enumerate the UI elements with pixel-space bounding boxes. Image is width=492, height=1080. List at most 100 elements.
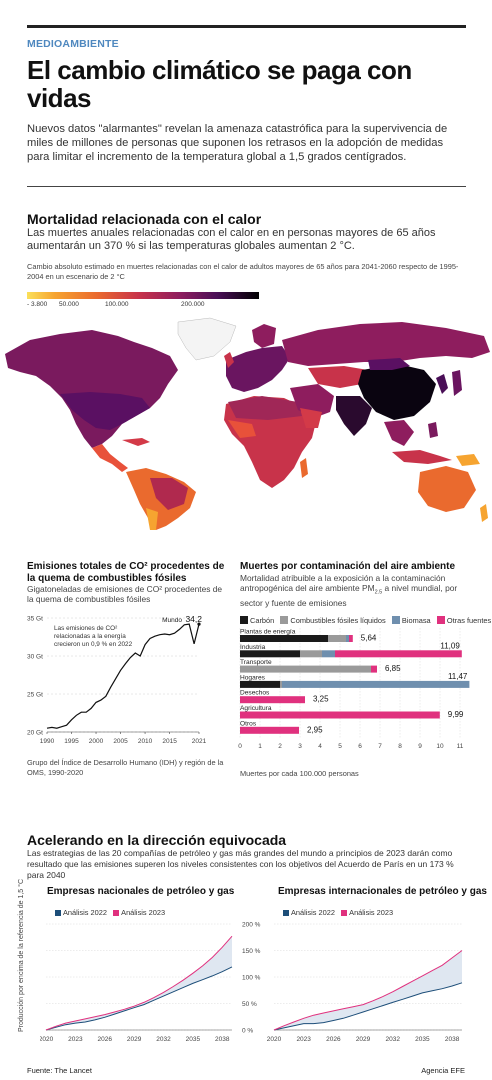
series-line [273,982,463,1031]
legend-item: Otras fuentes [436,616,491,625]
series-endpoint [197,622,201,626]
pollution-xlabel: Muertes por cada 100.000 personas [240,769,359,778]
scale-tick: - 3.800 [27,301,48,308]
bar-segment [335,650,462,658]
map-arabia [300,408,322,428]
x-tick-label: 2023 [68,1036,83,1043]
x-tick-label: 2035 [415,1036,430,1043]
x-tick-label: 1995 [64,738,79,745]
x-tick-label: 8 [398,743,402,750]
map-southeast-asia [384,420,414,446]
map-usa [60,392,150,430]
x-tick-label: 0 [238,743,242,750]
map-north-africa [228,396,302,420]
x-tick-label: 2038 [445,1036,460,1043]
x-tick-label: 11 [457,743,464,750]
category-label: Industria [240,644,266,651]
agency-credit: Agencia EFE [421,1066,465,1075]
pollution-chart-subtitle: Mortalidad atribuible a la exposición a … [240,573,458,608]
category-label: Agricultura [240,705,272,712]
data-label: 11,09 [440,641,460,650]
x-tick-label: 2000 [89,738,104,745]
map-patagonia [146,508,158,530]
y-tick-label: 35 Gt [27,616,43,623]
legend-swatch [280,616,289,624]
map-scandinavia [252,324,276,348]
international-companies-chart: 0 % 50 % 100 % 150 % 200 % 2020 2023 2026 2029 20… [242,922,463,1043]
bar-segment [322,650,335,658]
map-australia [418,466,476,512]
bar-segment [240,635,328,642]
international-legend: Análisis 2022 Análisis 2023 [283,908,393,917]
legend-swatch [113,910,120,916]
map-africa [224,396,316,488]
legend-item: Análisis 2023 [341,908,393,917]
y-tick-label: 0 % [242,1028,253,1035]
national-legend: Análisis 2022 Análisis 2023 [55,908,165,917]
y-tick-label: 50 % [242,1001,257,1008]
y-tick-label: 200 % [242,922,261,929]
map-mongolia [368,358,410,370]
x-tick-label: 2010 [138,738,153,745]
data-label: 9,99 [448,710,464,719]
bar-segment [349,635,353,642]
bar-segment [300,650,322,658]
x-tick-label: 7 [378,743,382,750]
bar-segment [240,726,299,734]
co2-footnote: Grupo del Índice de Desarrollo Humano (I… [27,758,224,777]
legend-item: Análisis 2022 [283,908,335,917]
x-tick-label: 2021 [192,738,207,745]
data-label: 2,95 [307,725,323,734]
map-central-america [92,444,128,472]
map-north-america [5,330,178,448]
air-pollution-chart: 0 1 2 3 4 5 6 7 8 9 10 11 Plantas de energía 5,64 Indu… [238,628,470,750]
map-west-africa [228,420,256,438]
x-tick-label: 2015 [162,738,177,745]
bar-segment [371,665,377,673]
series-line [273,950,463,1031]
legend-swatch [341,910,348,916]
category-label: Desechos [240,690,270,697]
legend-swatch [391,616,400,624]
x-tick-label: 2032 [386,1036,401,1043]
x-tick-label: 10 [436,743,444,750]
series-line-mundo [46,623,200,729]
color-scale-bar [27,292,259,299]
map-korea-japan [436,374,448,394]
x-tick-label: 3 [298,743,302,750]
data-label: 5,64 [361,634,377,643]
co2-annotation: Las emisiones de CO² relacionadas a la e… [54,625,132,648]
section3-title: Acelerando en la dirección equivocada [27,832,287,848]
scale-tick: 50.000 [59,301,79,308]
endpoint-value-label: 34,2 [185,614,202,624]
legend-swatch [240,616,248,624]
map-papua [456,454,480,466]
co2-chart-subtitle: Gigatoneladas de emisiones de CO² proced… [27,584,223,604]
x-tick-label: 5 [338,743,342,750]
source-credit: Fuente: The Lancet [27,1066,92,1075]
x-tick-label: 2020 [267,1036,282,1043]
heat-section-title: Mortalidad relacionada con el calor [27,211,262,227]
legend-item: Biomasa [391,616,431,625]
bar-segment [280,680,282,688]
bar-segment [240,696,305,704]
map-japan [452,370,462,396]
x-tick-label: 2026 [98,1036,113,1043]
divider [27,186,466,187]
bar-segment [346,635,349,642]
pollution-legend: Carbón Combustibles fósiles líquidos Bio… [240,616,491,625]
pollution-chart-title: Muertes por contaminación del aire ambie… [240,561,456,572]
x-tick-label: 2020 [40,1036,54,1043]
map-new-zealand [480,504,488,522]
category-label: Otros [240,720,257,727]
national-chart-title: Empresas nacionales de petróleo y gas [47,886,235,897]
endpoint-label: Mundo [162,617,182,624]
scale-tick: 100.000 [105,301,129,308]
series-line [45,966,233,1031]
x-tick-label: 2023 [296,1036,311,1043]
map-caribbean [122,438,150,446]
y-tick-label: 25 Gt [27,692,43,699]
map-europe [226,346,290,392]
category-label: Hogares [240,674,266,681]
x-tick-label: 2029 [356,1036,371,1043]
